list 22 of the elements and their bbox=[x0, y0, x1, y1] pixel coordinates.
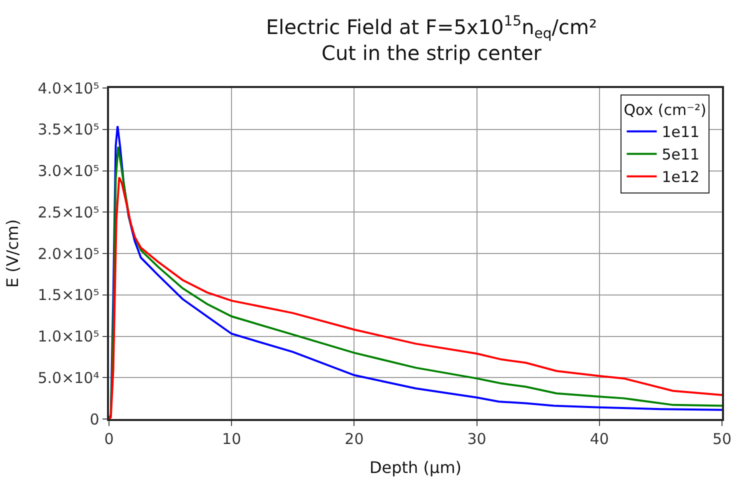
y-tick-label: 5.0×10⁴ bbox=[38, 368, 100, 387]
legend-label: 1e11 bbox=[662, 123, 700, 142]
y-tick-label: 0 bbox=[90, 410, 100, 428]
y-tick-label: 2.5×10⁵ bbox=[38, 203, 100, 222]
chart-title: Electric Field at F=5x10$^{15}$n$_{eq}$/cm² Cut in the strip center bbox=[266, 14, 598, 66]
x-tick-label: 30 bbox=[467, 430, 486, 448]
y-axis-title: E (V/cm) bbox=[3, 219, 22, 288]
x-tick-label: 0 bbox=[104, 430, 114, 448]
y-tick-label: 4.0×10⁵ bbox=[38, 79, 100, 98]
y-tick-label: 3.0×10⁵ bbox=[38, 162, 100, 180]
legend-label: 1e12 bbox=[662, 168, 700, 186]
y-tick-label: 1.5×10⁵ bbox=[38, 286, 100, 304]
x-tick-label: 20 bbox=[344, 430, 364, 448]
x-tick-label: 40 bbox=[590, 430, 609, 448]
x-tick-label: 10 bbox=[222, 430, 242, 448]
y-tick-label: 2.0×10⁵ bbox=[38, 244, 100, 263]
y-tick-label: 1.0×10⁵ bbox=[38, 328, 100, 346]
x-axis-title: Depth (μm) bbox=[369, 458, 462, 477]
legend-title: Qox (cm⁻²) bbox=[624, 101, 706, 120]
legend-label: 5e11 bbox=[662, 146, 700, 164]
y-tick-label: 3.5×10⁵ bbox=[38, 120, 100, 139]
x-tick-label: 50 bbox=[712, 430, 732, 448]
